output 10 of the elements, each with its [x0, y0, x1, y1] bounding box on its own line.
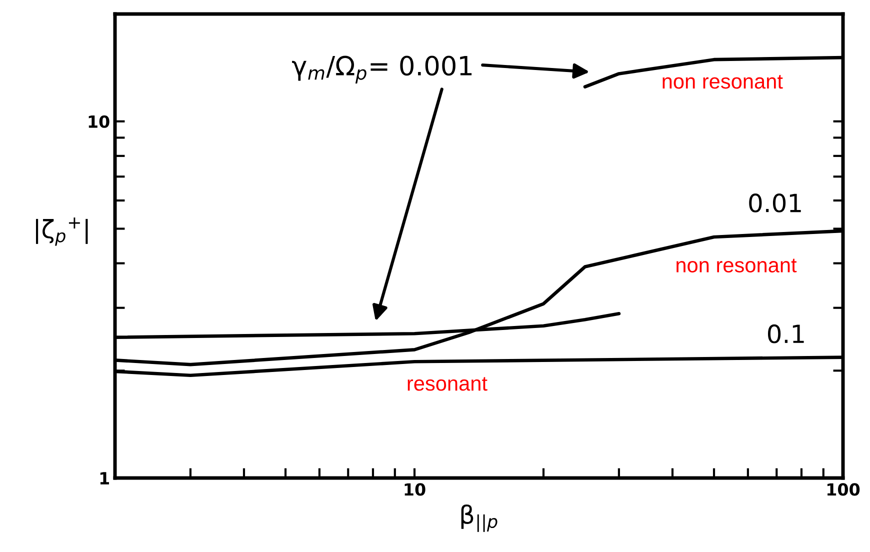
x-axis-title: β$_{||p}$ [461, 504, 498, 532]
x-tick-label: 100 [827, 483, 860, 496]
annotation: non resonant [676, 258, 797, 272]
annotation: non resonant [662, 75, 783, 89]
y-tick-label: 1 [100, 472, 109, 484]
annotation: γ$_{m}$/Ω$_{p}$= 0.001 [292, 56, 472, 84]
annotation: 0.01 [749, 194, 801, 212]
annotation: 0.1 [768, 324, 804, 344]
annotation: resonant [408, 377, 488, 391]
y-axis-title: |ζ$_{p}$$^{+}$| [36, 218, 88, 246]
